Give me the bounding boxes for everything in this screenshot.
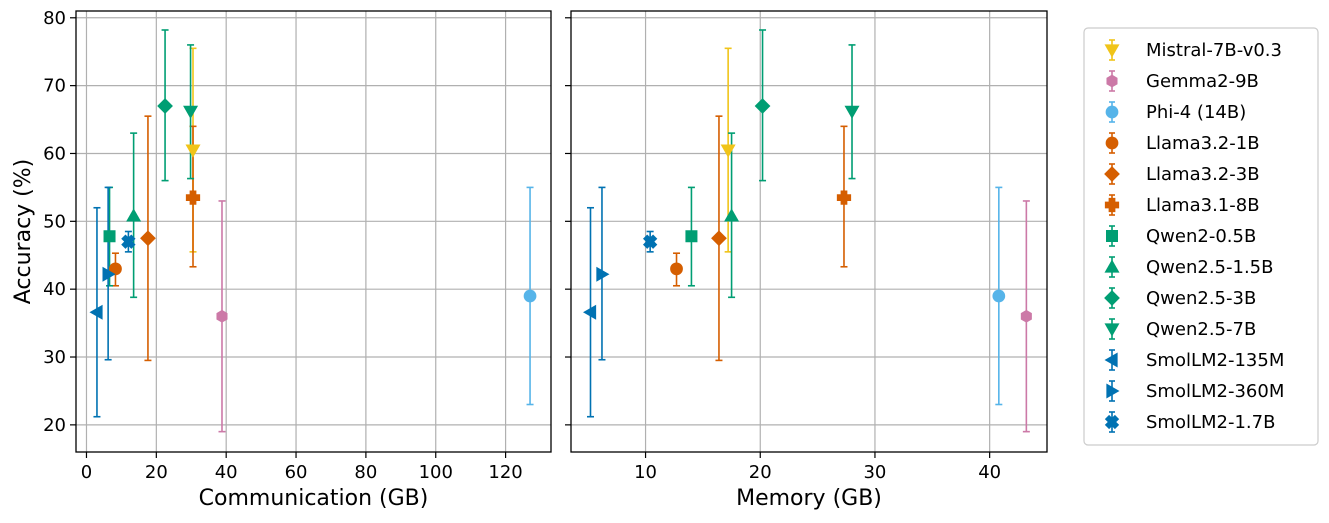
legend-entry: Qwen2.5-3B xyxy=(1104,287,1256,309)
comm-x-tick-label: 80 xyxy=(354,462,377,483)
comm-point xyxy=(157,98,173,114)
y-axis-label: Accuracy (%) xyxy=(11,159,36,305)
mem-point xyxy=(642,234,658,249)
legend-marker xyxy=(1104,323,1120,337)
legend-label: Gemma2-9B xyxy=(1146,71,1259,92)
comm-frame xyxy=(75,10,552,453)
legend-label: Qwen2.5-1.5B xyxy=(1146,257,1273,278)
legend-entry: Phi-4 (14B) xyxy=(1105,101,1246,123)
legend-entry: Qwen2.5-1.5B xyxy=(1104,256,1273,278)
legend-entry: Llama3.1-8B xyxy=(1104,194,1260,216)
legend-marker xyxy=(1104,352,1118,368)
legend-marker xyxy=(1106,230,1118,242)
comm-y-tick-label: 70 xyxy=(43,76,66,97)
comm-point xyxy=(89,304,103,320)
comm-x-tick-label: 100 xyxy=(419,462,453,483)
legend: Mistral-7B-v0.3 Gemma2-9B Phi-4 (14B) Llama… xyxy=(1083,27,1319,446)
comm-x-tick-label: 20 xyxy=(145,462,168,483)
mem-point xyxy=(711,230,727,247)
comm-x-tick-label: 40 xyxy=(215,462,238,483)
mem-x-tick-label: 10 xyxy=(634,462,657,483)
legend-marker xyxy=(1106,383,1120,399)
comm-y-tick-label: 50 xyxy=(43,211,66,232)
x-axis-label-memory: Memory (GB) xyxy=(736,486,882,511)
legend-entry: Mistral-7B-v0.3 xyxy=(1104,39,1282,61)
legend-marker xyxy=(1104,259,1120,273)
legend-marker xyxy=(1104,197,1120,213)
legend-entry: Llama3.2-1B xyxy=(1105,132,1260,154)
mem-point xyxy=(1020,309,1032,323)
legend-marker xyxy=(1105,136,1119,150)
comm-y-tick-label: 80 xyxy=(43,8,66,29)
mem-point xyxy=(836,190,852,205)
legend-label: Llama3.2-1B xyxy=(1146,133,1260,154)
legend-label: SmolLM2-1.7B xyxy=(1146,412,1275,433)
comm-x-tick-label: 60 xyxy=(285,462,308,483)
legend-entry: SmolLM2-360M xyxy=(1106,380,1284,402)
comm-y-tick-label: 40 xyxy=(43,279,66,300)
comm-point xyxy=(121,234,136,249)
legend-marker xyxy=(1106,74,1118,88)
x-axis-label-communication: Communication (GB) xyxy=(199,486,429,511)
mem-point xyxy=(844,105,860,119)
mem-point xyxy=(582,304,597,320)
legend-marker xyxy=(1104,290,1120,306)
memory-panel: 10 20 30 40 xyxy=(565,10,1048,483)
legend-frame xyxy=(1083,27,1319,446)
legend-marker xyxy=(1104,44,1120,58)
comm-point xyxy=(102,266,116,282)
comm-point xyxy=(216,309,228,323)
legend-entry: Qwen2.5-7B xyxy=(1104,318,1256,340)
mem-frame xyxy=(570,10,1048,453)
legend-marker xyxy=(1105,105,1119,119)
legend-label: Qwen2.5-3B xyxy=(1146,288,1256,309)
legend-label: SmolLM2-135M xyxy=(1146,350,1284,371)
comm-point xyxy=(523,289,537,303)
comm-point xyxy=(183,105,199,119)
legend-entry: SmolLM2-1.7B xyxy=(1104,411,1275,433)
mem-x-tick-label: 40 xyxy=(978,462,1001,483)
mem-point xyxy=(670,262,683,276)
legend-label: Mistral-7B-v0.3 xyxy=(1146,40,1282,61)
legend-marker xyxy=(1104,414,1120,430)
communication-panel: 0 20 40 60 80 100 120 20 30 40 50 60 70 80 xyxy=(43,8,552,483)
comm-point xyxy=(140,230,156,247)
comm-point xyxy=(185,144,201,158)
comm-y-tick-label: 60 xyxy=(43,143,66,164)
mem-point xyxy=(754,98,771,114)
legend-label: SmolLM2-360M xyxy=(1146,381,1284,402)
legend-label: Phi-4 (14B) xyxy=(1146,102,1246,123)
comm-point xyxy=(126,208,142,222)
legend-entry: SmolLM2-135M xyxy=(1104,349,1284,371)
mem-point xyxy=(685,230,698,243)
comm-point xyxy=(103,230,116,243)
legend-entry: Qwen2-0.5B xyxy=(1106,225,1256,247)
comm-x-tick-label: 0 xyxy=(81,462,92,483)
legend-label: Llama3.2-3B xyxy=(1146,164,1260,185)
comm-y-tick-label: 30 xyxy=(43,347,66,368)
legend-entry: Llama3.2-3B xyxy=(1104,163,1260,185)
legend-label: Llama3.1-8B xyxy=(1146,195,1260,216)
legend-entry: Gemma2-9B xyxy=(1106,70,1259,92)
mem-x-tick-label: 20 xyxy=(749,462,772,483)
comm-point xyxy=(185,190,201,205)
legend-marker xyxy=(1104,166,1120,182)
comm-y-tick-label: 20 xyxy=(43,415,66,436)
mem-point xyxy=(724,208,740,222)
mem-point xyxy=(720,144,736,158)
legend-label: Qwen2-0.5B xyxy=(1146,226,1256,247)
mem-x-tick-label: 30 xyxy=(863,462,886,483)
mem-point xyxy=(992,289,1006,303)
comm-x-tick-label: 120 xyxy=(488,462,522,483)
legend-label: Qwen2.5-7B xyxy=(1146,319,1256,340)
mem-point xyxy=(596,266,610,282)
comm-point xyxy=(109,262,122,276)
